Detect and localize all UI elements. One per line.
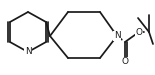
Text: N: N: [114, 32, 120, 40]
Text: N: N: [25, 47, 31, 56]
Text: O: O: [122, 58, 128, 67]
Text: O: O: [135, 28, 142, 37]
